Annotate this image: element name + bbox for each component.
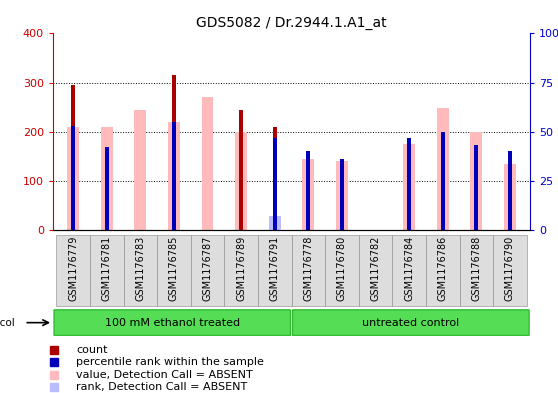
Bar	[340, 159, 344, 230]
Text: GSM1176788: GSM1176788	[472, 236, 482, 301]
Bar	[157, 235, 191, 306]
Bar	[470, 132, 482, 230]
Bar	[168, 122, 180, 230]
Bar	[441, 132, 445, 230]
Bar	[292, 235, 325, 306]
Bar	[71, 126, 75, 230]
Text: GSM1176791: GSM1176791	[270, 236, 280, 301]
Text: count: count	[76, 345, 108, 355]
Bar	[460, 235, 493, 306]
Bar	[273, 127, 277, 230]
Text: protocol: protocol	[0, 318, 15, 328]
Text: 100 mM ethanol treated: 100 mM ethanol treated	[105, 318, 240, 328]
Bar	[172, 122, 176, 230]
FancyBboxPatch shape	[292, 310, 529, 336]
Bar	[302, 159, 314, 230]
Bar	[269, 222, 281, 230]
FancyBboxPatch shape	[54, 310, 291, 336]
Text: GSM1176785: GSM1176785	[169, 236, 179, 301]
Bar	[504, 163, 516, 230]
Text: rank, Detection Call = ABSENT: rank, Detection Call = ABSENT	[76, 382, 247, 392]
Bar	[437, 108, 449, 230]
Bar	[273, 138, 277, 230]
Bar	[258, 235, 291, 306]
Bar	[134, 110, 146, 230]
Bar	[68, 127, 79, 230]
Bar	[101, 127, 113, 230]
Bar	[336, 161, 348, 230]
Bar	[235, 132, 247, 230]
Bar	[224, 235, 258, 306]
Text: GSM1176787: GSM1176787	[203, 236, 213, 301]
Bar	[325, 235, 359, 306]
Bar	[105, 147, 109, 230]
Bar	[239, 110, 243, 230]
Bar	[71, 85, 75, 230]
Bar	[407, 138, 411, 230]
Bar	[359, 235, 392, 306]
Text: percentile rank within the sample: percentile rank within the sample	[76, 357, 264, 367]
Text: GSM1176786: GSM1176786	[437, 236, 448, 301]
Text: GSM1176790: GSM1176790	[505, 236, 515, 301]
Bar	[426, 235, 459, 306]
Text: GSM1176782: GSM1176782	[371, 236, 381, 301]
Text: GSM1176778: GSM1176778	[304, 236, 314, 301]
Bar	[201, 97, 214, 230]
Bar	[493, 235, 527, 306]
Text: GSM1176783: GSM1176783	[136, 236, 146, 301]
Bar	[474, 145, 478, 230]
Bar	[90, 235, 123, 306]
Text: GSM1176789: GSM1176789	[236, 236, 246, 301]
Bar	[508, 151, 512, 230]
Bar	[191, 235, 224, 306]
Text: GSM1176779: GSM1176779	[68, 236, 78, 301]
Text: GSM1176780: GSM1176780	[337, 236, 347, 301]
Title: GDS5082 / Dr.2944.1.A1_at: GDS5082 / Dr.2944.1.A1_at	[196, 16, 387, 29]
Bar	[269, 216, 281, 230]
Bar	[403, 144, 415, 230]
Text: GSM1176781: GSM1176781	[102, 236, 112, 301]
Bar	[172, 75, 176, 230]
Bar	[306, 151, 310, 230]
Bar	[56, 235, 90, 306]
Bar	[392, 235, 426, 306]
Text: GSM1176784: GSM1176784	[404, 236, 414, 301]
Text: value, Detection Call = ABSENT: value, Detection Call = ABSENT	[76, 369, 253, 380]
Text: untreated control: untreated control	[362, 318, 459, 328]
Bar	[124, 235, 157, 306]
